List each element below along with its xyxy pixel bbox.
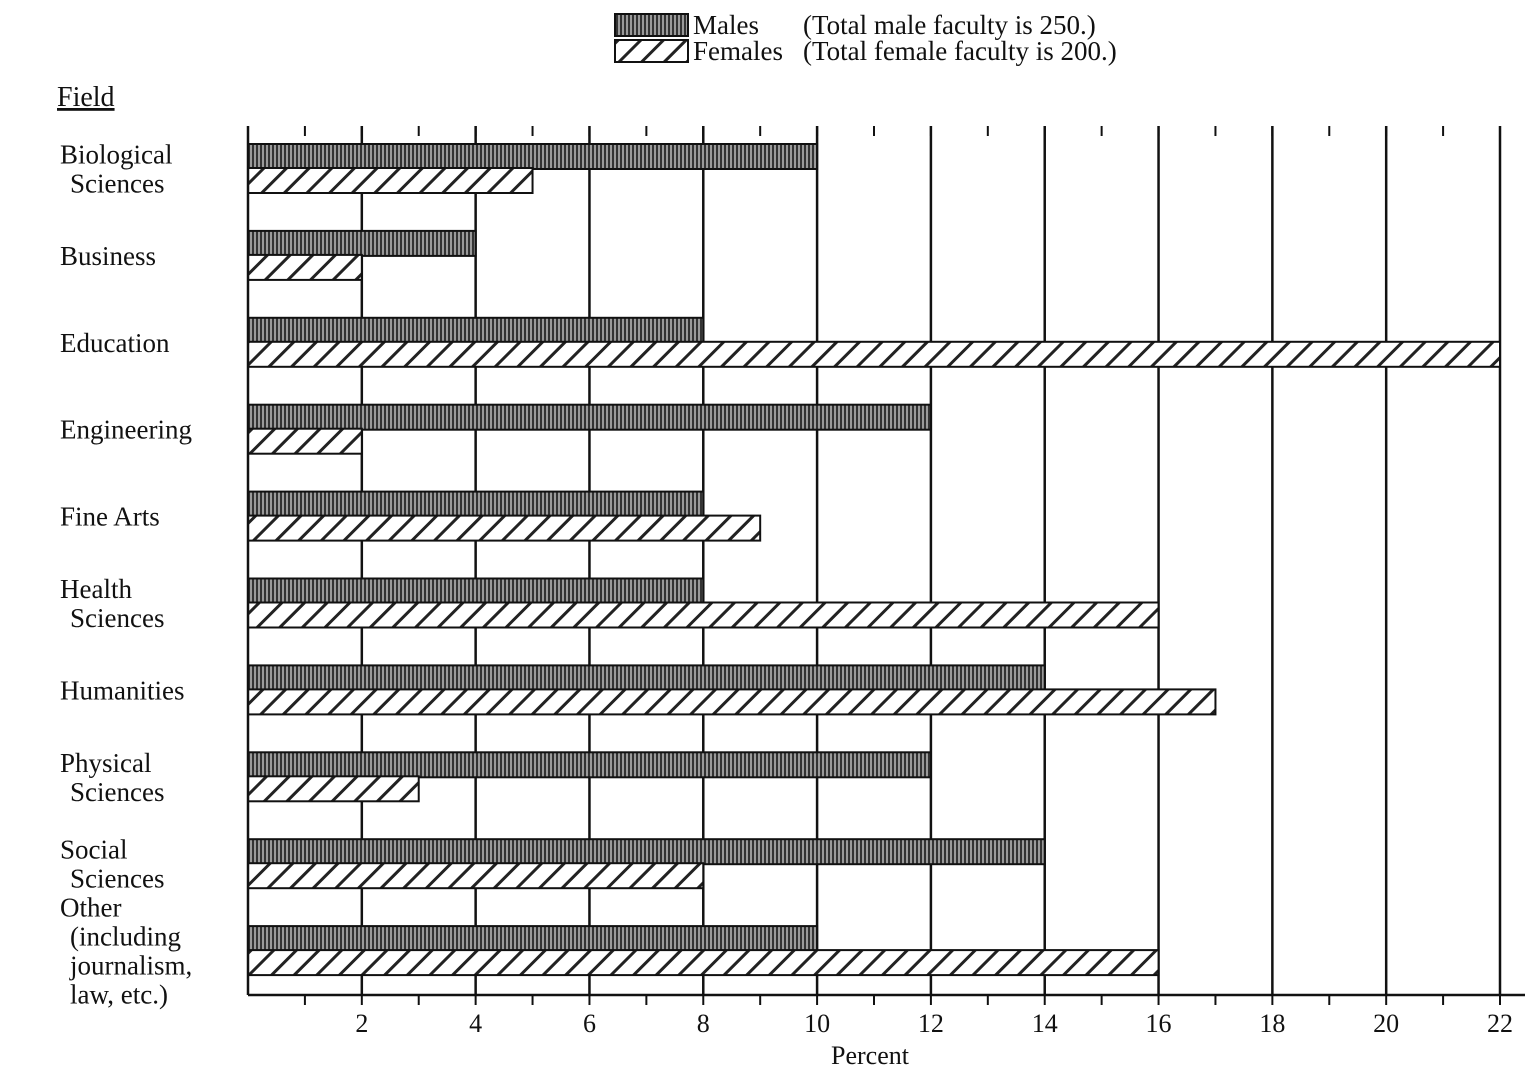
bar-males <box>247 490 705 518</box>
bar-females <box>247 601 1160 629</box>
bar-females <box>247 167 534 194</box>
bar-males <box>247 838 1046 866</box>
category-label: Sciences <box>70 603 164 633</box>
bar-males <box>247 229 477 257</box>
category-label: Physical <box>60 748 152 778</box>
legend-series-name: Males <box>693 10 759 40</box>
x-tick-label: 14 <box>1032 1009 1058 1038</box>
bar-males <box>247 577 705 605</box>
bar-males <box>247 143 819 170</box>
category-label: Sciences <box>70 169 164 199</box>
x-tick-label: 6 <box>583 1009 596 1038</box>
x-tick-label: 16 <box>1146 1009 1172 1038</box>
bar-females <box>247 340 1501 368</box>
bar-males <box>247 751 932 779</box>
legend-swatch-males <box>614 13 689 37</box>
category-label: Education <box>60 328 170 358</box>
bars <box>247 143 1501 977</box>
y-axis-title: Field <box>57 82 115 113</box>
bar-males <box>247 925 819 953</box>
category-label: Biological <box>60 140 172 170</box>
category-labels: BiologicalSciencesBusinessEducationEngin… <box>60 140 192 1010</box>
x-tick-label: 4 <box>469 1009 482 1038</box>
x-axis-title: Percent <box>831 1041 910 1066</box>
category-label: (including <box>70 922 181 952</box>
bar-females <box>247 862 705 890</box>
category-label: Sciences <box>70 777 164 807</box>
bar-males <box>247 403 932 431</box>
category-label: law, etc.) <box>70 980 168 1010</box>
legend: Males (Total male faculty is 250.) Females… <box>614 10 1117 66</box>
legend-series-name: Females <box>693 36 783 66</box>
x-tick-label: 12 <box>918 1009 944 1038</box>
bar-males <box>247 316 705 344</box>
category-label: Other <box>60 893 121 923</box>
category-label: Health <box>60 574 132 604</box>
x-tick-label: 8 <box>697 1009 710 1038</box>
legend-series-note: (Total female faculty is 200.) <box>803 36 1117 66</box>
x-tick-label: 2 <box>355 1009 368 1038</box>
legend-swatch-females <box>614 39 689 63</box>
x-tick-label: 22 <box>1487 1009 1513 1038</box>
bar-females <box>247 775 420 803</box>
bar-females <box>247 514 762 542</box>
legend-series-note: (Total male faculty is 250.) <box>803 10 1096 40</box>
bar-females <box>247 688 1217 716</box>
tick-labels: 2 4 6 8 10 12 14 16 18 20 22 <box>355 1009 1513 1038</box>
category-label: journalism, <box>69 951 192 981</box>
category-label: Business <box>60 241 156 271</box>
x-tick-label: 20 <box>1373 1009 1399 1038</box>
bar-females <box>247 949 1160 977</box>
x-tick-label: 18 <box>1259 1009 1285 1038</box>
category-label: Humanities <box>60 675 184 705</box>
bar-females <box>247 253 363 281</box>
axes <box>246 126 1525 1005</box>
category-label: Social <box>60 835 128 865</box>
bar-males <box>247 664 1046 692</box>
category-label: Fine Arts <box>60 502 160 532</box>
category-label: Engineering <box>60 415 192 445</box>
category-label: Sciences <box>70 864 164 894</box>
x-tick-label: 10 <box>804 1009 830 1038</box>
bar-females <box>247 427 363 455</box>
